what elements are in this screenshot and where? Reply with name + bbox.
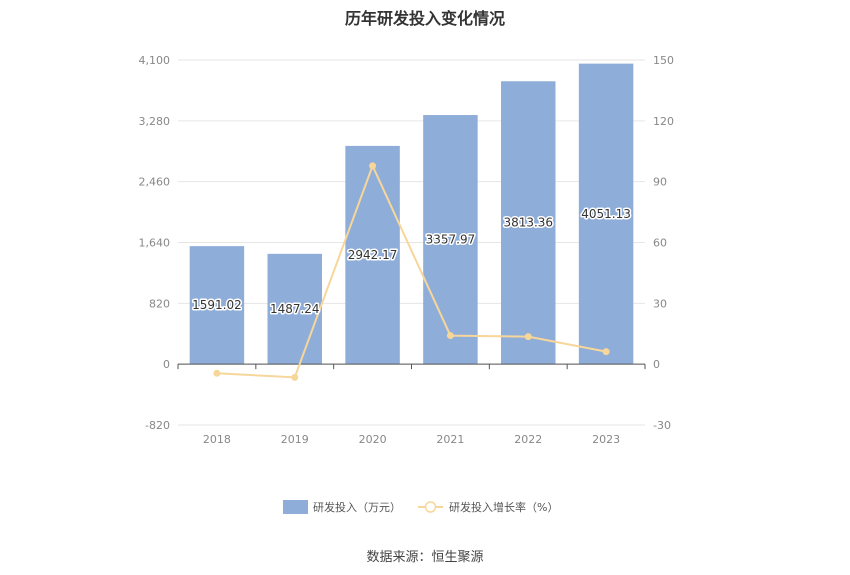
line-series — [213, 162, 610, 381]
y-left-tick-label: -820 — [145, 419, 170, 432]
y-right-tick-label: 90 — [653, 176, 667, 189]
growth-point[interactable] — [446, 332, 454, 340]
y-right-tick-label: -30 — [653, 419, 671, 432]
y-right-tick-label: 120 — [653, 115, 674, 128]
y-left-tick-label: 820 — [149, 297, 170, 310]
gridlines — [178, 59, 645, 426]
bar[interactable] — [189, 246, 245, 365]
x-tick-label: 2021 — [436, 433, 464, 446]
growth-point[interactable] — [213, 369, 221, 377]
x-tick-label: 2018 — [203, 433, 231, 446]
y-right-tick-label: 30 — [653, 297, 667, 310]
bar[interactable] — [578, 63, 634, 365]
y-right-tick-label: 0 — [653, 358, 660, 371]
growth-point[interactable] — [369, 162, 377, 170]
growth-line — [216, 163, 607, 379]
y-left-tick-label: 0 — [163, 358, 170, 371]
x-tick-label: 2019 — [281, 433, 309, 446]
bar[interactable] — [423, 115, 478, 365]
bar-value-label: 3357.97 — [426, 233, 476, 247]
y-left-tick-label: 1,640 — [139, 237, 171, 250]
bar-value-label: 1487.24 — [270, 302, 320, 316]
data-source: 数据来源：恒生聚源 — [366, 550, 484, 565]
y-left-tick-label: 4,100 — [139, 54, 171, 67]
legend-bar-swatch — [283, 500, 308, 514]
growth-point[interactable] — [291, 373, 299, 381]
bar-value-label: 3813.36 — [503, 216, 553, 230]
legend-bar-label: 研发投入（万元） — [313, 500, 401, 514]
y-right-tick-label: 150 — [653, 54, 674, 67]
y-right-tick-label: 60 — [653, 237, 667, 250]
bar[interactable] — [267, 253, 322, 365]
y-left-tick-label: 3,280 — [139, 115, 171, 128]
growth-point[interactable] — [524, 333, 532, 341]
legend[interactable]: 研发投入（万元） 研发投入增长率（%） — [283, 500, 558, 514]
bar[interactable] — [501, 81, 556, 365]
x-tick-label: 2022 — [514, 433, 542, 446]
growth-point[interactable] — [602, 348, 610, 356]
axes: 4,100 150 3,280 120 2,460 90 1,640 60 820 30 0 0 -82… — [139, 54, 675, 446]
x-tick-label: 2023 — [592, 433, 620, 446]
legend-line-label: 研发投入增长率（%） — [449, 500, 558, 514]
bar-value-label: 2942.17 — [348, 248, 398, 262]
bar-labels: 1591.02 1487.24 2942.17 3357.97 3813.36 4051.… — [191, 205, 633, 317]
y-left-tick-label: 2,460 — [139, 176, 171, 189]
bar-series — [189, 63, 634, 365]
legend-line-marker — [424, 501, 437, 513]
bar[interactable] — [345, 145, 400, 365]
bar-value-label: 4051.13 — [581, 207, 631, 221]
chart-title: 历年研发投入变化情况 — [344, 9, 505, 28]
x-tick-label: 2020 — [359, 433, 387, 446]
bar-value-label: 1591.02 — [192, 298, 242, 312]
